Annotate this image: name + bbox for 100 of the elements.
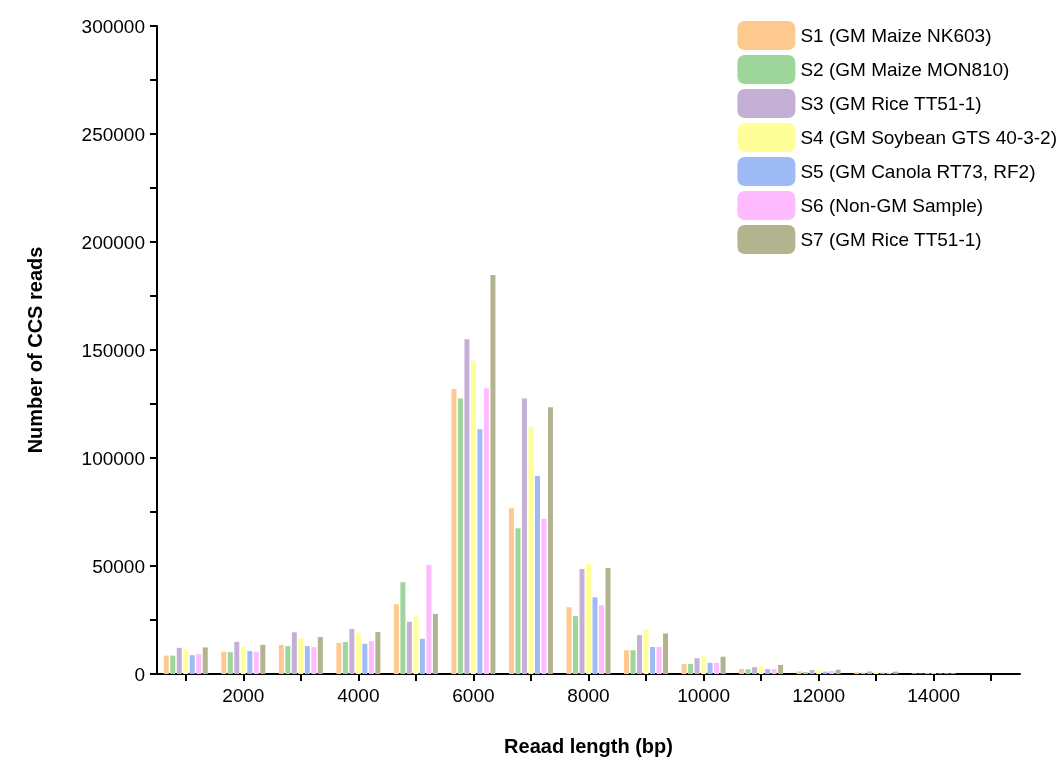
y-tick-label: 200000 — [81, 231, 145, 253]
bar — [196, 654, 202, 674]
bar — [592, 597, 598, 674]
bar — [701, 656, 707, 674]
bar — [515, 528, 521, 674]
legend-label: S7 (GM Rice TT51-1) — [800, 229, 982, 250]
bar — [521, 398, 527, 674]
bar — [663, 633, 669, 674]
x-tick-label: 6000 — [452, 685, 495, 706]
bar — [163, 655, 169, 674]
bar — [643, 629, 649, 674]
bar — [528, 427, 534, 674]
x-tick-label: 4000 — [337, 685, 380, 706]
y-axis-title: Number of CCS reads — [24, 246, 46, 454]
bar — [490, 275, 496, 674]
bar — [599, 605, 604, 674]
bar — [656, 647, 662, 674]
bar — [375, 632, 381, 674]
y-tick-label: 300000 — [81, 15, 145, 37]
bar — [650, 647, 656, 674]
legend-label: S3 (GM Rice TT51-1) — [800, 93, 982, 114]
bar — [400, 582, 406, 674]
bar — [547, 407, 553, 674]
bar — [457, 398, 463, 674]
bar — [778, 664, 784, 674]
bar — [227, 652, 233, 674]
bar — [483, 388, 489, 674]
bar — [541, 518, 547, 674]
bar — [477, 429, 483, 674]
x-tick-label: 10000 — [677, 685, 730, 706]
y-tick-label: 250000 — [81, 123, 145, 145]
bar — [234, 641, 240, 674]
bar — [419, 638, 425, 674]
bar — [758, 666, 764, 674]
bar — [573, 616, 578, 674]
bar — [796, 671, 802, 674]
bar — [720, 656, 726, 674]
bar — [362, 643, 368, 674]
bar — [317, 637, 323, 674]
y-tick-label: 150000 — [81, 339, 145, 361]
bar — [336, 642, 342, 674]
bar — [534, 475, 540, 674]
y-tick-label: 50000 — [92, 555, 145, 577]
bar — [566, 607, 572, 674]
bar — [432, 613, 438, 674]
bar — [745, 669, 751, 674]
bar — [170, 655, 176, 674]
bar — [349, 629, 355, 674]
x-axis-title: Reaad length (bp) — [504, 735, 673, 757]
bar — [240, 646, 246, 674]
x-tick-label: 14000 — [907, 685, 961, 706]
bar — [304, 646, 310, 674]
x-tick-label: 12000 — [792, 685, 846, 706]
bar — [586, 564, 591, 674]
bar — [189, 655, 195, 674]
bar — [624, 650, 630, 674]
bar — [413, 616, 419, 674]
legend-label: S4 (GM Soybean GTS 40-3-2) — [800, 127, 1058, 148]
bar — [739, 669, 745, 674]
bar — [809, 669, 815, 674]
bar — [342, 642, 348, 674]
bar — [771, 669, 777, 674]
bar — [406, 621, 412, 674]
bar — [355, 632, 361, 674]
bar — [714, 662, 720, 674]
bar — [451, 388, 457, 674]
bar — [829, 670, 835, 674]
bar — [752, 667, 758, 674]
bar — [368, 641, 374, 674]
bar — [426, 564, 432, 674]
bar — [579, 569, 585, 674]
bar — [176, 647, 182, 674]
bar — [247, 651, 253, 674]
bar — [508, 508, 514, 674]
bar — [298, 638, 304, 674]
bar — [183, 649, 189, 674]
bar — [285, 646, 291, 674]
bar — [694, 658, 700, 674]
bar — [221, 651, 227, 674]
bar — [464, 339, 470, 674]
bar — [630, 650, 636, 674]
bar — [470, 360, 476, 674]
bar — [867, 671, 873, 674]
y-tick-label: 0 — [134, 663, 145, 685]
bar — [253, 651, 259, 674]
bar — [291, 632, 297, 674]
bar — [311, 647, 317, 674]
bar — [637, 635, 643, 674]
y-tick-label: 100000 — [81, 447, 145, 469]
legend-label: S1 (GM Maize NK603) — [800, 25, 992, 46]
x-tick-label: 8000 — [567, 685, 610, 706]
bar — [681, 664, 687, 674]
bar — [765, 669, 771, 674]
bar — [816, 669, 822, 674]
legend-label: S2 (GM Maize MON810) — [800, 59, 1010, 80]
bar — [278, 644, 284, 674]
bar — [202, 647, 208, 674]
x-tick-label: 2000 — [222, 685, 265, 706]
bar — [707, 662, 713, 674]
bar — [605, 567, 611, 674]
